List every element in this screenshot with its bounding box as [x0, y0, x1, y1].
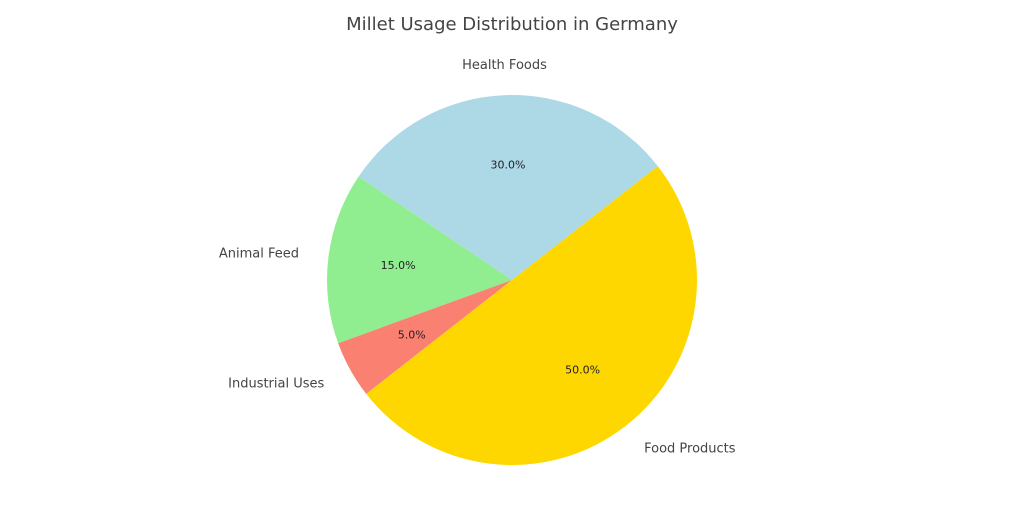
slice-category-label: Health Foods: [462, 58, 547, 73]
slice-percent-label: 5.0%: [398, 329, 426, 342]
slice-percent-label: 15.0%: [381, 259, 416, 272]
slice-category-label: Food Products: [644, 442, 736, 457]
slice-percent-label: 30.0%: [491, 158, 526, 171]
slice-category-label: Animal Feed: [219, 246, 299, 261]
slice-category-label: Industrial Uses: [228, 377, 324, 392]
slice-percent-label: 50.0%: [565, 363, 600, 376]
pie-chart: 30.0% Health Foods 15.0% Animal Feed 5.0% Ind…: [0, 0, 1024, 512]
chart-container: Millet Usage Distribution in Germany 30.…: [0, 0, 1024, 512]
